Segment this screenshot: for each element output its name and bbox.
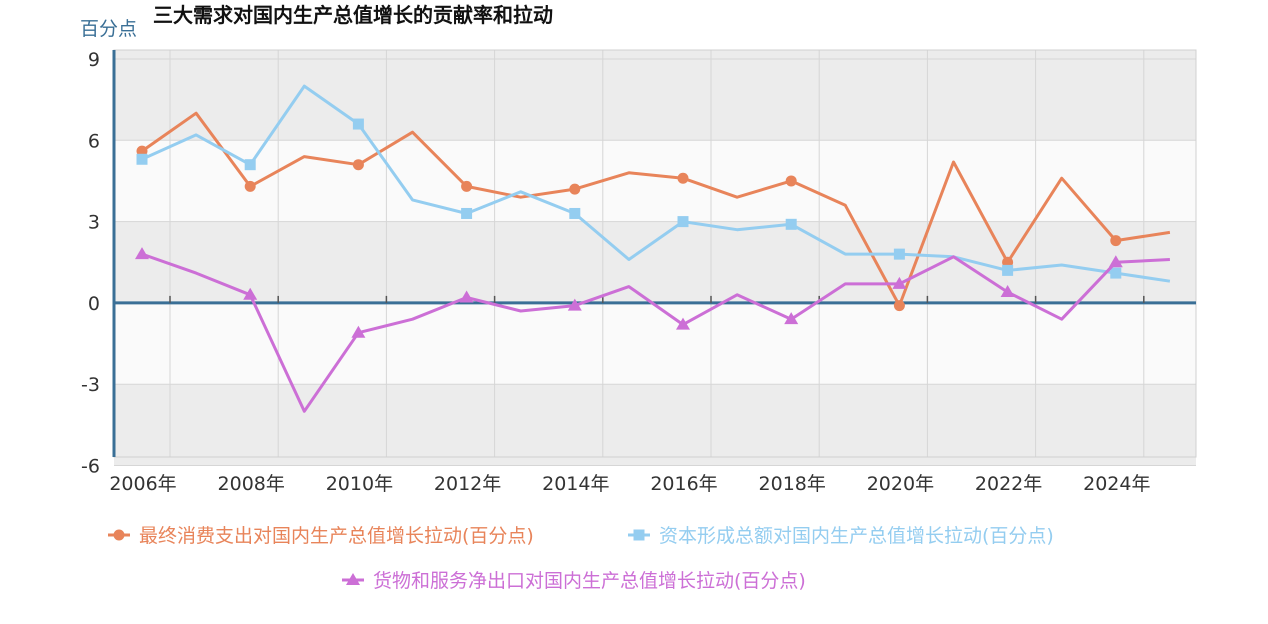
legend: 最终消费支出对国内生产总值增长拉动(百分点) 资本形成总额对国内生产总值增长拉动(… xyxy=(108,525,1054,592)
data-point xyxy=(1002,264,1014,276)
series-2 xyxy=(136,84,1171,283)
data-point xyxy=(676,317,690,330)
series-line xyxy=(141,111,1171,308)
data-point xyxy=(1000,285,1015,298)
legend-label: 资本形成总额对国内生产总值增长拉动(百分点) xyxy=(659,525,1054,547)
data-point xyxy=(244,180,256,192)
x-tick-label: 2010年 xyxy=(326,473,393,495)
data-point xyxy=(1110,267,1122,279)
data-point xyxy=(352,159,364,171)
x-tick-label: 2014年 xyxy=(542,473,609,495)
x-tick-label: 2012年 xyxy=(434,473,501,495)
x-tick-label: 2024年 xyxy=(1083,473,1150,495)
plot-band xyxy=(114,50,1196,59)
data-point xyxy=(135,247,149,260)
data-point xyxy=(351,325,366,338)
data-point xyxy=(893,248,905,260)
y-tick-label: 3 xyxy=(88,212,100,234)
data-point xyxy=(892,276,907,289)
data-point xyxy=(677,216,689,228)
series-group xyxy=(135,84,1171,413)
data-point xyxy=(569,207,581,219)
x-tick-label: 2008年 xyxy=(218,473,285,495)
data-point xyxy=(459,290,474,303)
data-point xyxy=(1110,235,1122,247)
data-point xyxy=(243,287,258,300)
data-point xyxy=(136,153,148,165)
series-3 xyxy=(135,247,1170,413)
data-point xyxy=(1108,255,1123,268)
legend-item-2: 资本形成总额对国内生产总值增长拉动(百分点) xyxy=(628,525,1054,547)
plot-band xyxy=(114,384,1196,466)
x-tick-label: 2006年 xyxy=(109,473,176,495)
y-tick-label: 9 xyxy=(88,49,100,71)
data-point xyxy=(567,298,582,311)
y-axis-unit-label: 百分点 xyxy=(80,18,137,40)
y-tick-label: -6 xyxy=(81,456,100,478)
x-tick-label: 2016年 xyxy=(650,473,717,495)
x-tick-label: 2022年 xyxy=(975,473,1042,495)
legend-item-3: 货物和服务净出口对国内生产总值增长拉动(百分点) xyxy=(342,570,806,592)
data-point xyxy=(461,180,473,192)
legend-label: 最终消费支出对国内生产总值增长拉动(百分点) xyxy=(139,525,534,547)
data-point xyxy=(784,312,799,325)
data-point xyxy=(633,529,645,541)
legend-label: 货物和服务净出口对国内生产总值增长拉动(百分点) xyxy=(373,570,806,592)
data-point xyxy=(461,207,473,219)
series-line xyxy=(141,84,1171,283)
plot-band xyxy=(114,221,1196,303)
data-point xyxy=(113,529,125,541)
y-tick-label: -3 xyxy=(81,374,100,396)
y-tick-labels: 9 6 3 0 -3 -6 xyxy=(81,49,100,478)
plot-band xyxy=(114,302,1196,385)
data-point xyxy=(893,300,905,312)
x-tick-label: 2018年 xyxy=(759,473,826,495)
legend-item-1: 最终消费支出对国内生产总值增长拉动(百分点) xyxy=(108,525,534,547)
data-point xyxy=(785,218,797,230)
x-tick-labels: 2006年 2008年 2010年 2012年 2014年 2016年 2018年 2020年… xyxy=(109,473,1150,495)
y-tick-label: 6 xyxy=(88,130,100,152)
plot-background-bands xyxy=(114,50,1196,466)
data-point xyxy=(346,573,360,585)
series-line xyxy=(141,252,1170,413)
data-point xyxy=(244,159,256,171)
data-point xyxy=(352,118,364,130)
gridlines xyxy=(113,49,1197,466)
plot-band xyxy=(114,140,1196,222)
y-tick-label: 0 xyxy=(88,293,100,315)
data-point xyxy=(677,172,689,184)
data-point xyxy=(785,175,797,187)
data-point xyxy=(569,183,581,195)
chart-title: 三大需求对国内生产总值增长的贡献率和拉动 xyxy=(153,3,553,27)
x-tick-label: 2020年 xyxy=(867,473,934,495)
